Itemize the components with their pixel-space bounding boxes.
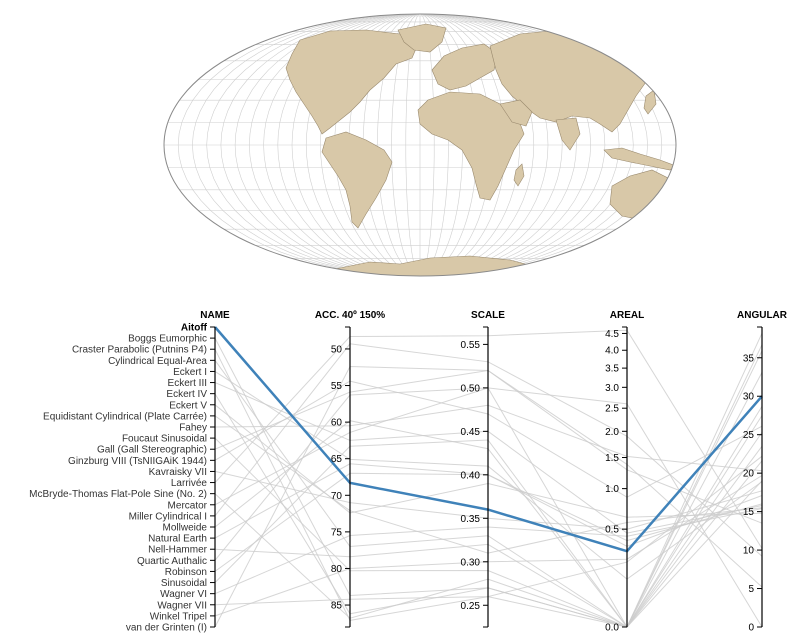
projection-name-label[interactable]: Miller Cylindrical I: [129, 511, 207, 522]
meridian-line: [192, 14, 421, 276]
projection-name-label[interactable]: Mollweide: [163, 523, 208, 534]
projection-name-label[interactable]: Nell-Hammer: [148, 545, 208, 556]
world-map: [163, 13, 677, 277]
axis-tick-label: 0.50: [461, 383, 481, 394]
axis-tick-label: 50: [331, 344, 343, 355]
land-madagascar: [513, 163, 525, 187]
axis-tick-label: 20: [743, 469, 755, 480]
axis-acc: ACC. 40º 150% 50 55 60 65 70 75 80 85: [315, 310, 385, 628]
axis-tick-label: 1.5: [605, 453, 619, 464]
projection-name-label[interactable]: Boggs Eumorphic: [128, 334, 207, 345]
projection-name-label[interactable]: Foucaut Sinusoidal: [122, 434, 207, 445]
axis-tick-label: 0.55: [461, 340, 481, 351]
projection-name-label[interactable]: Equidistant Cylindrical (Plate Carrée): [43, 411, 207, 422]
meridian-line: [220, 14, 421, 276]
axis-tick-label: 0.45: [461, 427, 481, 438]
projection-name-label[interactable]: Natural Earth: [148, 534, 207, 545]
axis-tick-label: 4.5: [605, 329, 619, 340]
projection-name-label[interactable]: Eckert III: [168, 378, 207, 389]
meridian-line: [419, 14, 606, 276]
axis-title-scale: SCALE: [471, 310, 505, 321]
projection-name-label[interactable]: Robinson: [165, 567, 207, 578]
projection-name-label[interactable]: Ginzburg VIII (TsNIIGAiK 1944): [68, 456, 207, 467]
axis-tick-label: 0.35: [461, 514, 481, 525]
projection-name-label[interactable]: van der Grinten (I): [126, 623, 207, 634]
axis-areal: AREAL 0.0 0.5 1.0 1.5 2.0 2.5 3.0 3.5 4.0 4.5: [605, 310, 644, 634]
axis-tick-label: 85: [331, 601, 343, 612]
meridian-line: [206, 14, 421, 276]
axis-tick-label: 5: [748, 584, 754, 595]
axis-title-acc: ACC. 40º 150%: [315, 310, 385, 321]
axis-tick-label: 2.0: [605, 427, 619, 438]
projection-name-label[interactable]: Mercator: [168, 500, 208, 511]
land-europe: [431, 43, 499, 91]
axis-tick-label: 3.0: [605, 383, 619, 394]
land-arabia: [499, 99, 533, 127]
projection-name-label[interactable]: Kavraisky VII: [149, 467, 207, 478]
projection-name-label[interactable]: Craster Parabolic (Putnins P4): [72, 345, 207, 356]
land-new-zealand: [649, 227, 673, 245]
axis-scale: SCALE 0.25 0.30 0.35 0.40 0.45 0.50 0.55: [461, 310, 505, 628]
axis-tick-label: 30: [743, 392, 755, 403]
axis-angular: ANGULAR 0 5 10 15 20 25 30 35: [737, 310, 788, 634]
meridian-line: [177, 14, 421, 276]
meridian-line: [419, 14, 577, 276]
meridian-line: [419, 14, 648, 276]
map-outline: [163, 13, 677, 277]
axis-title-name: NAME: [200, 310, 230, 321]
projection-name-label[interactable]: Wagner VII: [157, 600, 207, 611]
axis-tick-label: 60: [331, 418, 343, 429]
axis-tick-label: 0: [748, 623, 754, 634]
projection-name-label[interactable]: Wagner VI: [160, 589, 207, 600]
projection-name-label[interactable]: Sinusoidal: [161, 578, 207, 589]
meridian-line: [419, 14, 592, 276]
projection-name-label[interactable]: Cylindrical Equal-Area: [108, 356, 207, 367]
meridian-line: [419, 14, 663, 276]
axis-tick-label: 65: [331, 454, 343, 465]
axis-tick-label: 0.30: [461, 557, 481, 568]
axis-tick-label: 70: [331, 491, 343, 502]
axis-tick-label: 0.0: [605, 623, 619, 634]
axis-tick-label: 80: [331, 564, 343, 575]
axis-tick-label: 2.5: [605, 404, 619, 415]
axis-tick-label: 25: [743, 430, 755, 441]
axis-tick-label: 55: [331, 381, 343, 392]
land-south-america: [321, 131, 393, 229]
projection-name-label[interactable]: Fahey: [179, 423, 207, 434]
projection-name-label[interactable]: Gall (Gall Stereographic): [97, 445, 207, 456]
meridian-line: [419, 14, 634, 276]
projection-name-label[interactable]: Eckert V: [169, 400, 207, 411]
land-antarctica: [299, 255, 561, 276]
axis-tick-label: 75: [331, 527, 343, 538]
projection-name-label[interactable]: Larrivée: [171, 478, 208, 489]
projection-name-label[interactable]: Winkel Tripel: [150, 611, 207, 622]
projection-name-label[interactable]: Eckert IV: [166, 389, 207, 400]
projection-name-label[interactable]: Quartic Authalic: [137, 556, 207, 567]
projection-name-label[interactable]: Aitoff: [181, 323, 208, 334]
axis-title-angular: ANGULAR: [737, 310, 788, 321]
projection-name-label[interactable]: Eckert I: [173, 367, 207, 378]
axis-tick-label: 0.5: [605, 525, 619, 536]
axis-title-areal: AREAL: [610, 310, 644, 321]
axis-tick-label: 10: [743, 546, 755, 557]
land-greenland: [397, 23, 447, 53]
axis-tick-label: 35: [743, 353, 755, 364]
axis-tick-label: 1.0: [605, 484, 619, 495]
axis-tick-label: 15: [743, 507, 755, 518]
axis-tick-label: 3.5: [605, 364, 619, 375]
axis-tick-label: 0.40: [461, 470, 481, 481]
projection-name-label[interactable]: McBryde-Thomas Flat-Pole Sine (No. 2): [29, 489, 207, 500]
meridian-line: [419, 14, 620, 276]
land-india: [555, 117, 581, 151]
axis-tick-label: 0.25: [461, 601, 481, 612]
axis-tick-label: 4.0: [605, 346, 619, 357]
